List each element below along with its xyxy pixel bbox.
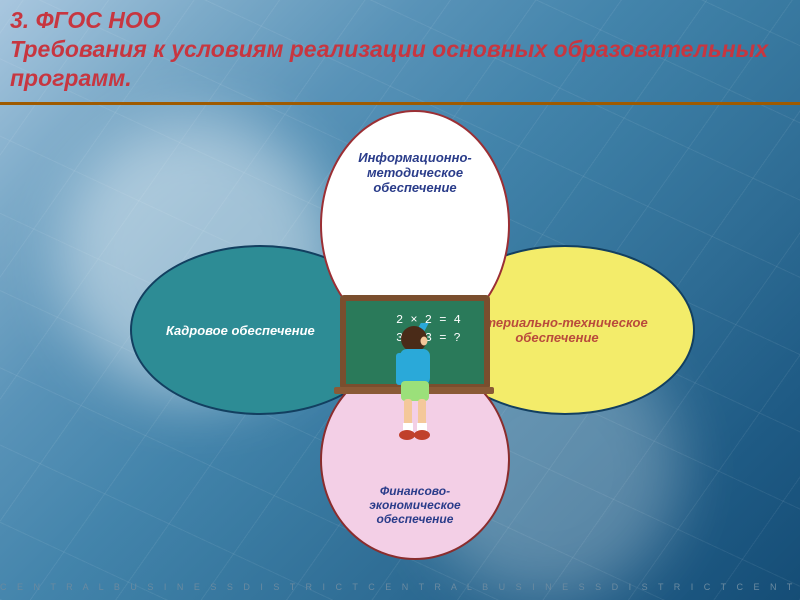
petal-top-label: Информационно-методическое обеспечение	[340, 150, 490, 195]
venn-diagram: Кадровое обеспечение Материально-техниче…	[120, 100, 680, 570]
petal-left-label: Кадровое обеспечение	[166, 323, 315, 338]
title-line-1: 3. ФГОС НОО	[10, 6, 790, 35]
child-icon	[390, 323, 440, 443]
header: 3. ФГОС НОО Требования к условиям реализ…	[0, 0, 800, 105]
footer-text: C E N T R A L B U S I N E S S D I S T R …	[0, 582, 800, 592]
child-chalkboard-scene: 2 × 2 = 4 3 × 3 = ?	[340, 295, 490, 445]
slide: 3. ФГОС НОО Требования к условиям реализ…	[0, 0, 800, 600]
footer-strip: C E N T R A L B U S I N E S S D I S T R …	[0, 582, 800, 600]
title-line-2: Требования к условиям реализации основны…	[10, 35, 790, 93]
petal-bottom-label: Финансово-экономическое обеспечение	[340, 484, 490, 526]
